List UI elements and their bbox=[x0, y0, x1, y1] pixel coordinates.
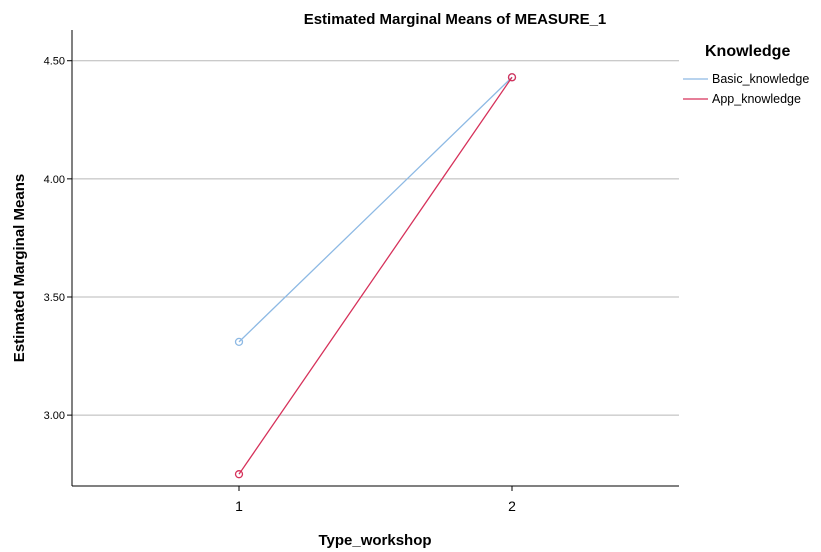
x-axis-label: Type_workshop bbox=[318, 532, 431, 549]
legend-items: Basic_knowledge App_knowledge bbox=[683, 72, 809, 106]
series-line-app-knowledge bbox=[238, 76, 513, 475]
axes-layer bbox=[71, 30, 679, 487]
point-app-knowledge-2 bbox=[507, 73, 517, 82]
y-tick-label-3: 4.50 bbox=[44, 56, 65, 68]
grid-layer bbox=[67, 60, 679, 416]
chart-title: Estimated Marginal Means of MEASURE_1 bbox=[304, 11, 607, 28]
point-basic-knowledge-1 bbox=[234, 337, 244, 347]
series-layer bbox=[234, 73, 517, 479]
y-tick-label-2: 4.00 bbox=[44, 174, 65, 186]
legend: Knowledge Basic_knowledge App_knowledge bbox=[683, 43, 809, 106]
legend-label-app-knowledge: App_knowledge bbox=[712, 92, 801, 106]
y-tick-label-0: 3.00 bbox=[44, 410, 65, 422]
x-tick-label-1: 1 bbox=[235, 498, 243, 514]
legend-label-basic-knowledge: Basic_knowledge bbox=[712, 72, 809, 86]
y-axis-label: Estimated Marginal Means bbox=[11, 174, 28, 362]
x-tick-label-2: 2 bbox=[508, 498, 516, 514]
y-tick-labels: 3.00 3.50 4.00 4.50 bbox=[44, 56, 65, 422]
y-tick-label-1: 3.50 bbox=[44, 292, 65, 304]
series-line-basic-knowledge bbox=[238, 76, 513, 343]
point-app-knowledge-1 bbox=[234, 470, 244, 479]
legend-title: Knowledge bbox=[705, 43, 790, 60]
